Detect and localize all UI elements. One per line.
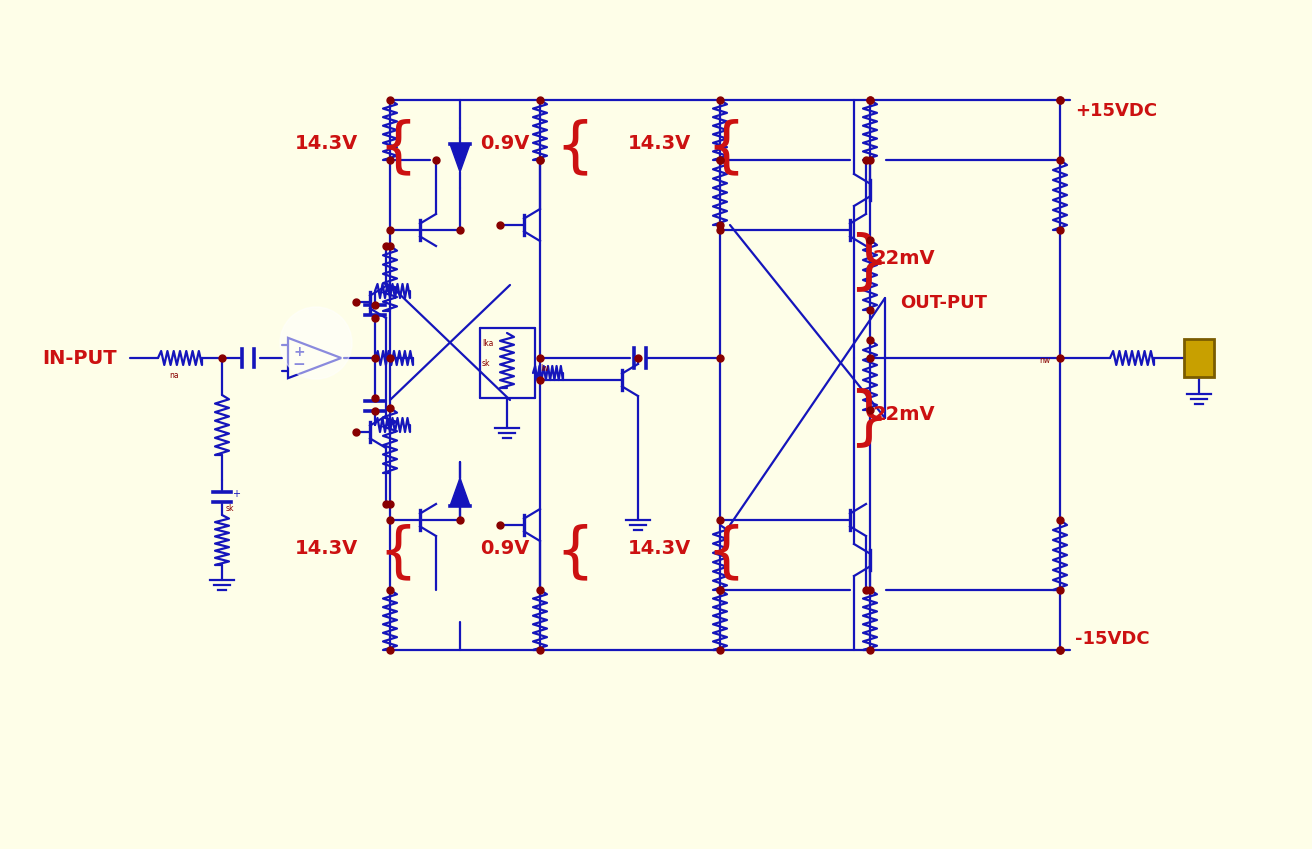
Polygon shape <box>450 478 470 506</box>
Text: {: { <box>378 524 417 582</box>
Text: +15VDC: +15VDC <box>1075 102 1157 120</box>
Text: Ika: Ika <box>482 339 493 347</box>
Text: -15VDC: -15VDC <box>1075 630 1149 648</box>
Text: {: { <box>706 119 745 177</box>
Text: {: { <box>706 524 745 582</box>
FancyBboxPatch shape <box>1183 339 1214 377</box>
Circle shape <box>279 307 352 379</box>
Text: 14.3V: 14.3V <box>628 133 691 153</box>
Text: {: { <box>555 524 594 582</box>
Text: 2: 2 <box>1195 361 1203 371</box>
Text: 22mV: 22mV <box>872 404 934 424</box>
Text: }: } <box>848 231 888 293</box>
Text: sk: sk <box>482 358 491 368</box>
Text: +: + <box>232 489 240 499</box>
Text: 0.9V: 0.9V <box>480 538 529 558</box>
Text: 14.3V: 14.3V <box>295 133 358 153</box>
Text: Iw: Iw <box>541 363 548 373</box>
Text: 1: 1 <box>1195 347 1203 357</box>
Text: −: − <box>293 357 306 372</box>
Text: sk: sk <box>226 503 235 513</box>
Text: 14.3V: 14.3V <box>628 538 691 558</box>
Text: nw: nw <box>1039 356 1050 364</box>
Text: 0.9V: 0.9V <box>480 133 529 153</box>
Text: +: + <box>294 345 304 359</box>
Text: 22mV: 22mV <box>872 249 934 267</box>
Text: IN-PUT: IN-PUT <box>42 348 117 368</box>
Text: }: } <box>848 387 888 449</box>
Text: 14.3V: 14.3V <box>295 538 358 558</box>
Text: {: { <box>378 119 417 177</box>
Text: na: na <box>169 371 178 380</box>
Polygon shape <box>450 144 470 172</box>
Text: OUT-PUT: OUT-PUT <box>900 294 987 312</box>
Text: {: { <box>555 119 594 177</box>
